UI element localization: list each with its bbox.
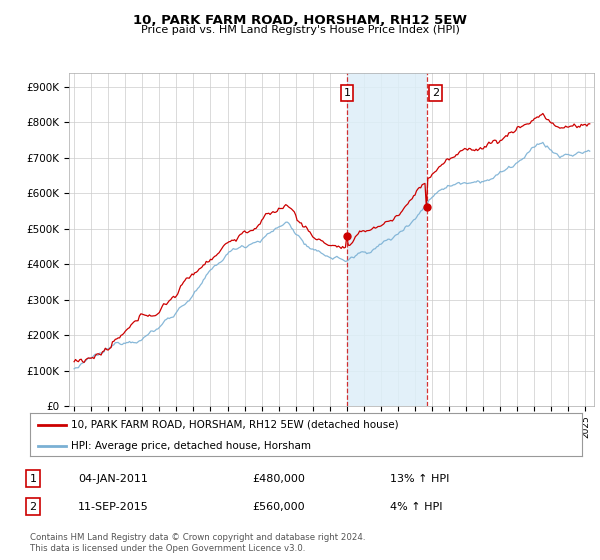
Text: 4% ↑ HPI: 4% ↑ HPI <box>390 502 443 512</box>
Bar <box>347 73 427 406</box>
Text: 1: 1 <box>29 474 37 484</box>
Text: 13% ↑ HPI: 13% ↑ HPI <box>390 474 449 484</box>
Text: HPI: Average price, detached house, Horsham: HPI: Average price, detached house, Hors… <box>71 441 311 451</box>
Text: 11-SEP-2015: 11-SEP-2015 <box>78 502 149 512</box>
Text: 10, PARK FARM ROAD, HORSHAM, RH12 5EW: 10, PARK FARM ROAD, HORSHAM, RH12 5EW <box>133 14 467 27</box>
Text: £480,000: £480,000 <box>252 474 305 484</box>
Text: £560,000: £560,000 <box>252 502 305 512</box>
Text: 2: 2 <box>432 88 439 98</box>
Text: 04-JAN-2011: 04-JAN-2011 <box>78 474 148 484</box>
Text: Price paid vs. HM Land Registry's House Price Index (HPI): Price paid vs. HM Land Registry's House … <box>140 25 460 35</box>
Text: 10, PARK FARM ROAD, HORSHAM, RH12 5EW (detached house): 10, PARK FARM ROAD, HORSHAM, RH12 5EW (d… <box>71 420 399 430</box>
Text: Contains HM Land Registry data © Crown copyright and database right 2024.
This d: Contains HM Land Registry data © Crown c… <box>30 533 365 553</box>
Text: 1: 1 <box>344 88 350 98</box>
Text: 2: 2 <box>29 502 37 512</box>
